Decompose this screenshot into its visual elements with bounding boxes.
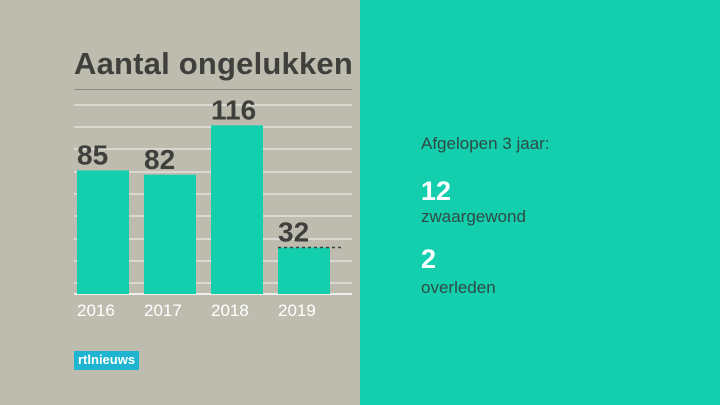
x-tick-label: 2016	[77, 301, 115, 320]
stat-deaths-value: 2	[421, 244, 437, 274]
bar-chart: 85 2016 82 2017 116 2018 32 2019	[74, 94, 352, 320]
chart-title: Aantal ongelukken	[74, 46, 354, 81]
chart-panel: Aantal ongelukken 85 2016 82 2017 116 2018 32 2…	[0, 0, 360, 405]
summary-panel	[360, 0, 720, 405]
bar-value-label: 85	[77, 139, 108, 170]
stat-injured-value: 12	[421, 176, 452, 206]
x-tick-label: 2017	[144, 301, 182, 320]
bar-value-label: 32	[278, 216, 309, 247]
bar-2019	[278, 247, 330, 294]
bar-value-label: 116	[211, 94, 256, 125]
rtl-nieuws-logo: rtlnieuws	[74, 351, 140, 370]
stat-deaths-label: overleden	[421, 278, 496, 297]
x-tick-label: 2018	[211, 301, 249, 320]
x-tick-label: 2019	[278, 301, 316, 320]
stat-injured-label: zwaargewond	[421, 207, 526, 226]
bar-2018	[211, 125, 263, 294]
bar-2017	[144, 174, 196, 294]
bar-2016	[77, 170, 129, 294]
bar-value-label: 82	[144, 144, 175, 175]
title-divider	[74, 89, 352, 90]
summary-heading: Afgelopen 3 jaar:	[421, 134, 550, 153]
